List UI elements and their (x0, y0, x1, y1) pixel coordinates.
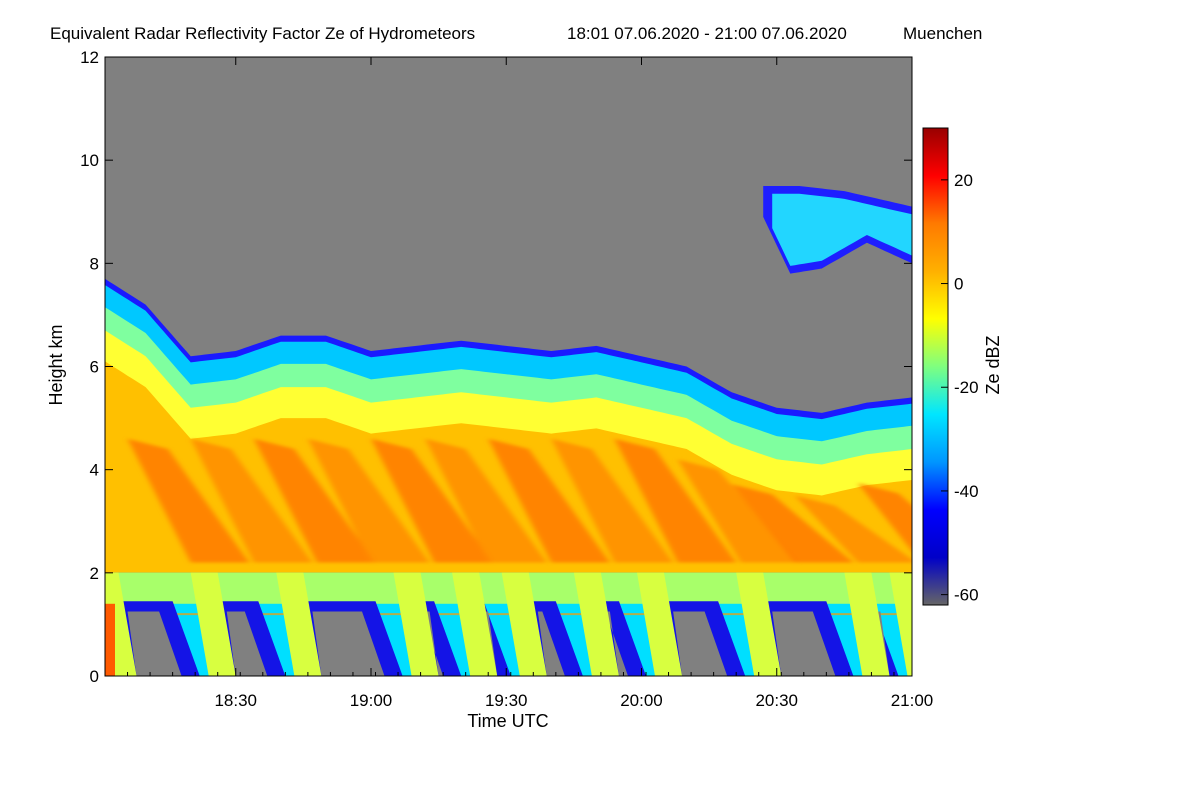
y-tick-label: 0 (90, 667, 99, 686)
rain-shaft (452, 572, 498, 676)
fall-streak (857, 483, 912, 552)
fall-streak (127, 438, 250, 563)
rain-shaft (190, 572, 236, 676)
y-axis: 0 2 4 6 8 10 12 (80, 48, 912, 686)
y-axis-label: Height km (46, 324, 66, 405)
fall-streak (190, 438, 313, 563)
x-tick-label: 20:30 (755, 691, 798, 710)
y-tick-label: 10 (80, 151, 99, 170)
colorbar-label: Ze dBZ (983, 335, 1003, 394)
fall-streak (614, 438, 737, 563)
chart-location: Muenchen (903, 24, 982, 43)
y-tick-label: 4 (90, 461, 99, 480)
rain-shaft (501, 572, 547, 676)
fall-streak (551, 438, 674, 563)
fall-streak (425, 438, 547, 563)
chart-title: Equivalent Radar Reflectivity Factor Ze … (50, 24, 475, 43)
x-tick-label: 19:00 (350, 691, 393, 710)
x-tick-label: 19:30 (485, 691, 528, 710)
rain-shaft (393, 572, 439, 676)
fall-streak (794, 495, 912, 563)
y-tick-label: 2 (90, 564, 99, 583)
y-tick-label: 12 (80, 48, 99, 67)
fall-streak (371, 438, 493, 563)
rain-shaft (844, 572, 890, 676)
dry-gap-core (772, 611, 836, 676)
colorbar (922, 127, 949, 606)
dry-gap-core (673, 611, 728, 676)
x-tick-label: 18:30 (214, 691, 257, 710)
fall-streak (307, 438, 430, 563)
dry-gap-core (537, 611, 565, 676)
x-tick-label: 21:00 (891, 691, 934, 710)
x-tick-label: 20:00 (620, 691, 663, 710)
fall-streak (677, 459, 800, 563)
colorbar-tick-label: 20 (954, 171, 973, 190)
rain-shaft (889, 572, 912, 676)
rain-region (105, 572, 912, 676)
y-tick-label: 6 (90, 358, 99, 377)
x-axis: 18:30 19:00 19:30 20:00 20:30 21:00 (104, 57, 934, 710)
rain-shaft (736, 572, 782, 676)
fall-streak (488, 438, 610, 563)
chart-time-range: 18:01 07.06.2020 - 21:00 07.06.2020 (567, 24, 847, 43)
upper-cloud-core (772, 193, 912, 266)
colorbar-tick-label: 0 (954, 275, 963, 294)
fall-streak (731, 484, 854, 563)
colorbar-tick-label: -20 (954, 378, 979, 397)
colorbar-ticks: 20 0 -20 -40 -60 (941, 171, 979, 605)
dry-gap-core (127, 611, 182, 676)
colorbar-tick-label: -40 (954, 482, 979, 501)
y-tick-label: 8 (90, 254, 99, 273)
rain-shaft (573, 572, 619, 676)
colorbar-tick-label: -60 (954, 586, 979, 605)
heavy-rain-start (105, 603, 115, 676)
dry-gap-core (605, 611, 628, 676)
fall-streaks (127, 438, 912, 563)
plot-area (105, 57, 912, 676)
rain-shaft (276, 572, 322, 676)
dry-gap-core (226, 611, 268, 676)
rain-shaft (637, 572, 683, 676)
dry-gap-core (312, 611, 385, 676)
x-axis-label: Time UTC (467, 711, 548, 731)
fall-streak (253, 438, 376, 563)
